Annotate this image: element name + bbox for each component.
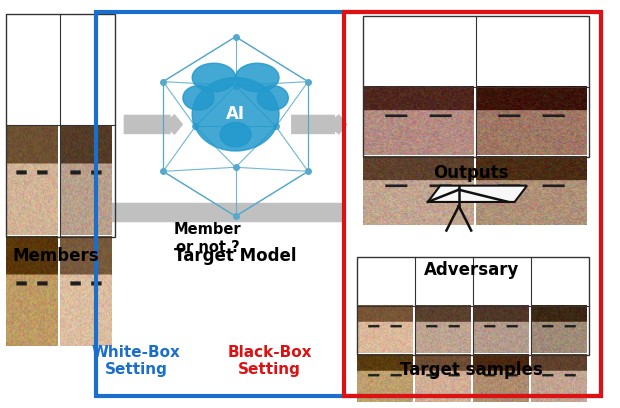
Bar: [356, 257, 589, 355]
Text: Members: Members: [12, 247, 99, 265]
Bar: [363, 16, 589, 157]
Text: Target Model: Target Model: [174, 247, 297, 265]
Text: Black-Box
Setting: Black-Box Setting: [228, 345, 312, 377]
Bar: [6, 14, 115, 237]
Text: Adversary: Adversary: [423, 261, 519, 279]
Text: AI: AI: [226, 105, 245, 123]
Polygon shape: [428, 186, 527, 202]
Ellipse shape: [192, 78, 279, 151]
Bar: [344, 12, 601, 396]
Ellipse shape: [220, 122, 251, 147]
Text: Member
or not ?: Member or not ?: [174, 222, 242, 255]
Text: White-Box
Setting: White-Box Setting: [92, 345, 181, 377]
Ellipse shape: [192, 63, 236, 92]
Text: Target samples: Target samples: [400, 361, 542, 379]
Text: Outputs: Outputs: [433, 164, 509, 182]
Ellipse shape: [257, 86, 288, 110]
Bar: [96, 12, 601, 396]
Ellipse shape: [236, 63, 279, 92]
Ellipse shape: [183, 86, 214, 110]
